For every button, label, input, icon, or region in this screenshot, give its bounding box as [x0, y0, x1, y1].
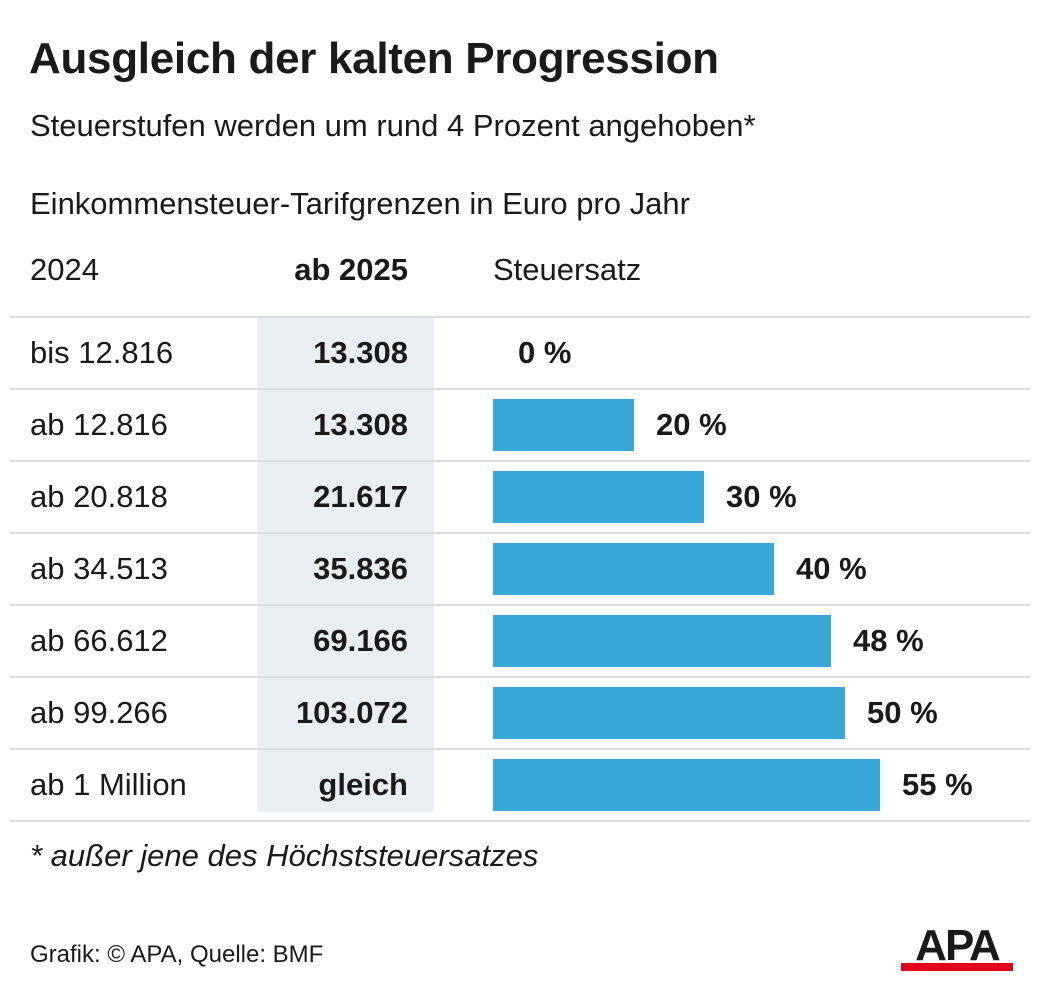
apa-logo-text: APA	[915, 925, 1000, 970]
tax-rate-label: 30 %	[726, 479, 797, 514]
source-credit: Grafik: © APA, Quelle: BMF	[30, 941, 324, 968]
limit-2024-cell: ab 12.816	[30, 407, 168, 442]
chart-title: Ausgleich der kalten Progression	[29, 34, 719, 83]
table-caption: Einkommensteuer-Tarifgrenzen in Euro pro…	[30, 186, 690, 221]
tax-rate-label: 0 %	[518, 335, 572, 370]
tax-rate-label: 40 %	[796, 551, 867, 586]
limit-2025-cell: 13.308	[313, 335, 408, 370]
tax-rate-label: 48 %	[853, 623, 924, 658]
tax-rate-bar	[493, 759, 880, 811]
tax-rate-bar	[493, 687, 845, 739]
table-row: ab 99.266 103.072 50 %	[10, 676, 1030, 748]
table-row: ab 66.612 69.166 48 %	[10, 604, 1030, 676]
table-row: ab 12.816 13.308 20 %	[10, 388, 1030, 460]
table-row: bis 12.816 13.308 0 %	[10, 316, 1030, 388]
chart-subtitle: Steuerstufen werden um rund 4 Prozent an…	[30, 108, 756, 143]
apa-logo-stripe	[901, 963, 1013, 971]
limit-2025-cell: 13.308	[313, 407, 408, 442]
tax-rate-label: 50 %	[867, 695, 938, 730]
limit-2025-cell: 103.072	[295, 695, 408, 730]
limit-2025-cell: 35.836	[313, 551, 408, 586]
tax-rate-bar	[493, 399, 634, 451]
tax-rate-bar	[493, 615, 831, 667]
table-row: ab 20.818 21.617 30 %	[10, 460, 1030, 532]
limit-2024-cell: ab 66.612	[30, 623, 168, 658]
footnote: * außer jene des Höchststeuersatzes	[30, 838, 539, 873]
tax-rate-label: 55 %	[902, 767, 973, 802]
limit-2025-cell: gleich	[318, 767, 408, 802]
limit-2024-cell: bis 12.816	[30, 335, 174, 370]
column-header-2025: ab 2025	[294, 252, 408, 287]
limit-2024-cell: ab 1 Million	[30, 767, 187, 802]
column-header-2024: 2024	[30, 252, 99, 287]
tax-rate-bar	[493, 543, 774, 595]
limit-2024-cell: ab 34.513	[30, 551, 168, 586]
apa-logo: APA	[901, 925, 1013, 971]
tax-bracket-table: bis 12.816 13.308 0 % ab 12.816 13.308 20 % ab…	[10, 316, 1030, 822]
table-row: ab 34.513 35.836 40 %	[10, 532, 1030, 604]
limit-2025-cell: 69.166	[313, 623, 408, 658]
tax-rate-label: 20 %	[656, 407, 727, 442]
limit-2024-cell: ab 20.818	[30, 479, 168, 514]
column-header-tax-rate: Steuersatz	[493, 252, 642, 287]
limit-2024-cell: ab 99.266	[30, 695, 168, 730]
highlight-column-2025	[258, 317, 434, 812]
limit-2025-cell: 21.617	[313, 479, 408, 514]
table-row: ab 1 Million gleich 55 %	[10, 748, 1030, 822]
tax-rate-bar	[493, 471, 704, 523]
